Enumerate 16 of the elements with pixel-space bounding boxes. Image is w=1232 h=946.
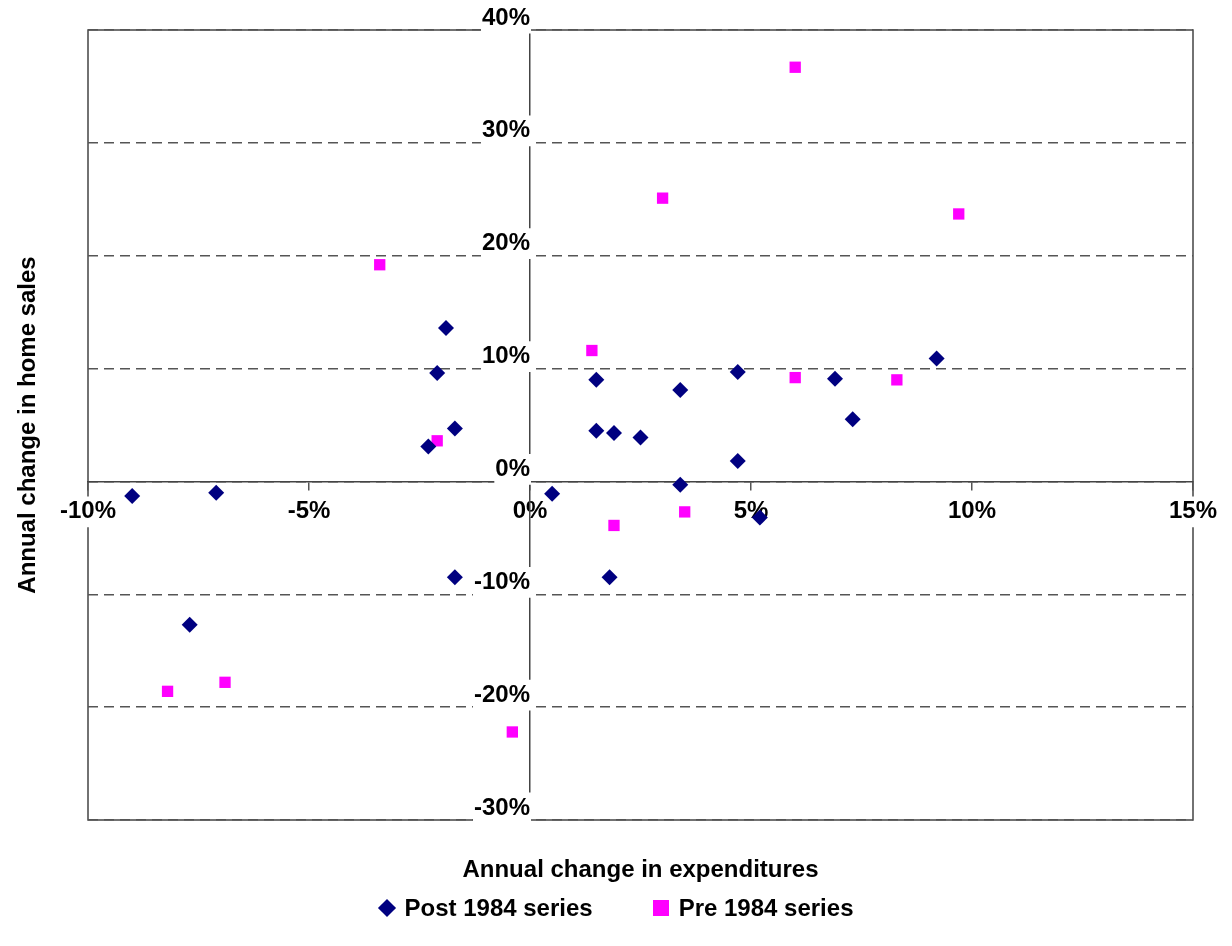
- legend-label: Pre 1984 series: [678, 894, 854, 922]
- x-tick-label: 15%: [1168, 496, 1218, 524]
- y-tick-label: 0%: [495, 454, 530, 482]
- x-tick-label: -5%: [287, 496, 331, 524]
- y-tick-label: -10%: [473, 566, 530, 594]
- x-axis-title: Annual change in expenditures: [462, 854, 819, 882]
- y-tick-label: 20%: [481, 228, 530, 256]
- y-tick-label: 40%: [481, 2, 530, 30]
- legend-label: Post 1984 series: [404, 894, 593, 922]
- y-tick-label: -30%: [473, 792, 530, 820]
- y-axis-title: Annual change in home sales: [12, 256, 40, 594]
- y-tick-label: -20%: [473, 679, 530, 707]
- x-tick-label: -10%: [59, 496, 117, 524]
- y-tick-label: 10%: [481, 341, 530, 369]
- y-tick-label: 30%: [481, 115, 530, 143]
- x-tick-label: 10%: [947, 496, 997, 524]
